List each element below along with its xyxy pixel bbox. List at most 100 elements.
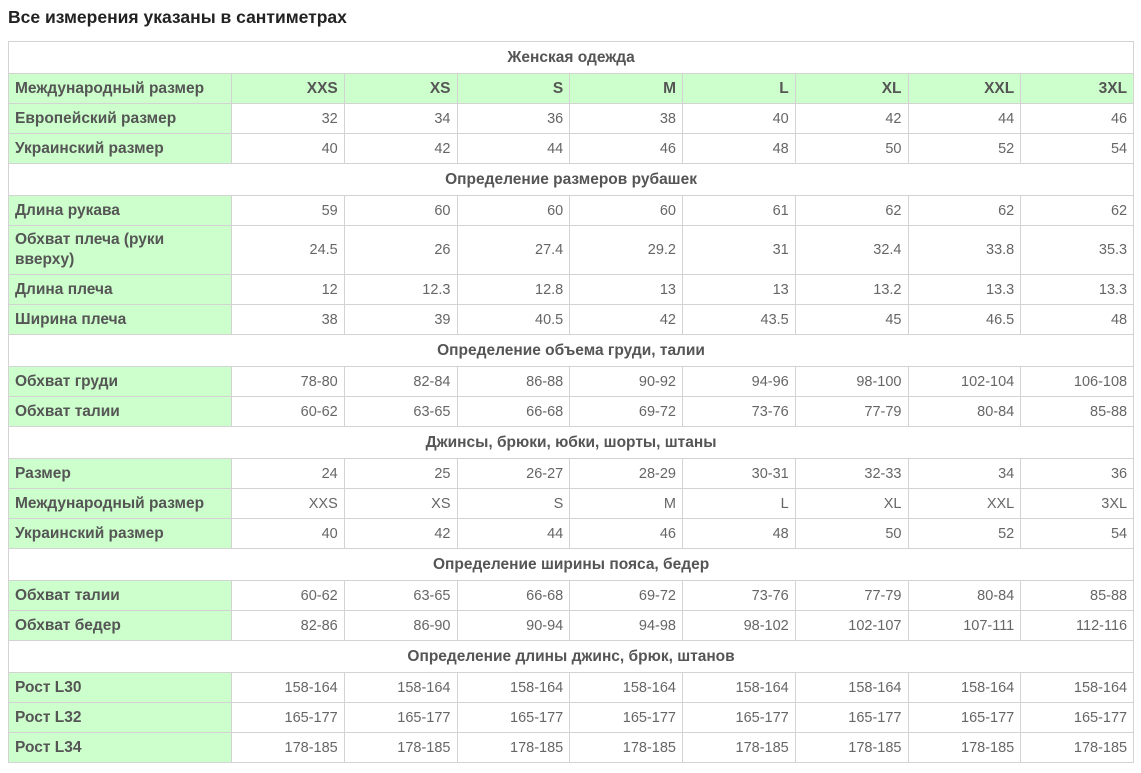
- table-cell: 63-65: [343, 396, 458, 427]
- row-label: Обхват груди: [8, 366, 232, 397]
- table-cell: 158-164: [682, 672, 796, 703]
- table-cell: 165-177: [456, 702, 571, 733]
- table-cell: 82-86: [231, 610, 345, 641]
- table-cell: 165-177: [231, 702, 345, 733]
- table-row: Обхват талии 60-62 63-65 66-68 69-72 73-76 77-…: [8, 396, 1135, 427]
- table-row: Европейский размер 32 34 36 38 40 42 44 46: [8, 103, 1135, 134]
- table-cell: 102-104: [907, 366, 1022, 397]
- table-cell: 80-84: [907, 580, 1022, 611]
- row-label: Размер: [8, 458, 232, 489]
- table-row: Украинский размер 40 42 44 46 48 50 52 54: [8, 518, 1135, 549]
- table-cell: 36: [1020, 458, 1135, 489]
- section-title: Определение длины джинс, брюк, штанов: [7, 640, 1135, 673]
- size-header-cell: XXS: [231, 73, 345, 104]
- table-cell: 98-102: [682, 610, 796, 641]
- table-row: Международный размер XXS XS S M L XL XXL 3XL: [8, 488, 1135, 519]
- row-label: Обхват талии: [8, 580, 232, 611]
- table-cell: 44: [456, 518, 571, 549]
- table-cell: 40: [231, 518, 345, 549]
- table-cell: 32-33: [794, 458, 909, 489]
- table-cell: 27.4: [456, 225, 571, 275]
- row-label: Обхват талии: [8, 396, 232, 427]
- table-cell: 62: [907, 195, 1022, 226]
- table-cell: 78-80: [231, 366, 345, 397]
- table-cell: 73-76: [682, 396, 796, 427]
- table-cell: S: [456, 488, 571, 519]
- page-title: Все измерения указаны в сантиметрах: [8, 7, 347, 27]
- table-row: Размер 24 25 26-27 28-29 30-31 32-33 34 36: [8, 458, 1135, 489]
- row-label: Международный размер: [8, 488, 232, 519]
- table-cell: 26: [343, 225, 458, 275]
- table-cell: 46: [569, 133, 683, 164]
- table-cell: 40.5: [456, 304, 571, 335]
- section-header-row: Определение ширины пояса, бедер: [7, 548, 1135, 581]
- section-title: Женская одежда: [7, 41, 1135, 74]
- table-cell: 178-185: [569, 732, 683, 763]
- section-title: Определение объема груди, талии: [7, 334, 1135, 367]
- table-cell: 90-94: [456, 610, 571, 641]
- table-cell: 77-79: [794, 396, 909, 427]
- table-cell: 12: [231, 274, 345, 305]
- table-row: Международный размер XXS XS S M L XL XXL 3XL: [8, 73, 1135, 104]
- table-cell: 38: [569, 103, 683, 134]
- table-cell: 13.2: [794, 274, 909, 305]
- table-cell: 46: [569, 518, 683, 549]
- table-cell: 63-65: [343, 580, 458, 611]
- table-cell: 165-177: [343, 702, 458, 733]
- table-cell: 38: [231, 304, 345, 335]
- table-cell: M: [569, 488, 683, 519]
- table-cell: 52: [907, 133, 1022, 164]
- table-cell: 158-164: [569, 672, 683, 703]
- table-cell: 85-88: [1020, 580, 1135, 611]
- table-row: Украинский размер 40 42 44 46 48 50 52 54: [8, 133, 1135, 164]
- table-cell: 61: [682, 195, 796, 226]
- table-cell: 40: [682, 103, 796, 134]
- table-cell: 42: [794, 103, 909, 134]
- table-cell: 13.3: [907, 274, 1022, 305]
- table-cell: 44: [456, 133, 571, 164]
- size-chart-body: Женская одежда Международный размер XXS XS S…: [7, 41, 1135, 763]
- table-cell: 60-62: [231, 580, 345, 611]
- table-row: Длина рукава 59 60 60 60 61 62 62 62: [8, 195, 1135, 226]
- table-row: Обхват талии 60-62 63-65 66-68 69-72 73-76 77-…: [8, 580, 1135, 611]
- table-cell: 42: [343, 518, 458, 549]
- table-cell: 48: [682, 518, 796, 549]
- size-header-cell: XXL: [907, 73, 1022, 104]
- table-cell: 32.4: [794, 225, 909, 275]
- table-cell: 73-76: [682, 580, 796, 611]
- table-cell: XXS: [231, 488, 345, 519]
- table-cell: 102-107: [794, 610, 909, 641]
- table-cell: 60: [343, 195, 458, 226]
- table-cell: 44: [907, 103, 1022, 134]
- table-row: Рост L32 165-177 165-177 165-177 165-177 165-…: [8, 702, 1135, 733]
- table-cell: 90-92: [569, 366, 683, 397]
- table-cell: 86-90: [343, 610, 458, 641]
- table-cell: 26-27: [456, 458, 571, 489]
- section-header-row: Женская одежда: [7, 41, 1135, 74]
- table-cell: 46: [1020, 103, 1135, 134]
- table-cell: 39: [343, 304, 458, 335]
- table-cell: 48: [1020, 304, 1135, 335]
- table-cell: 52: [907, 518, 1022, 549]
- table-cell: 36: [456, 103, 571, 134]
- section-header-row: Джинсы, брюки, юбки, шорты, штаны: [7, 426, 1135, 459]
- table-row: Обхват плеча (руки вверху) 24.5 26 27.4 29.2…: [8, 225, 1135, 275]
- table-cell: XL: [794, 488, 909, 519]
- table-cell: 178-185: [794, 732, 909, 763]
- row-label: Длина рукава: [8, 195, 232, 226]
- row-label: Рост L30: [8, 672, 232, 703]
- table-cell: 25: [343, 458, 458, 489]
- table-cell: 106-108: [1020, 366, 1135, 397]
- size-header-cell: S: [456, 73, 571, 104]
- table-cell: 28-29: [569, 458, 683, 489]
- table-cell: 112-116: [1020, 610, 1135, 641]
- row-label: Рост L32: [8, 702, 232, 733]
- table-cell: 45: [794, 304, 909, 335]
- table-row: Обхват груди 78-80 82-84 86-88 90-92 94-96 98-…: [8, 366, 1135, 397]
- table-cell: 66-68: [456, 580, 571, 611]
- section-header-row: Определение объема груди, талии: [7, 334, 1135, 367]
- table-cell: 42: [343, 133, 458, 164]
- table-cell: 24.5: [231, 225, 345, 275]
- row-label: Украинский размер: [8, 133, 232, 164]
- table-row: Рост L30 158-164 158-164 158-164 158-164 158-…: [8, 672, 1135, 703]
